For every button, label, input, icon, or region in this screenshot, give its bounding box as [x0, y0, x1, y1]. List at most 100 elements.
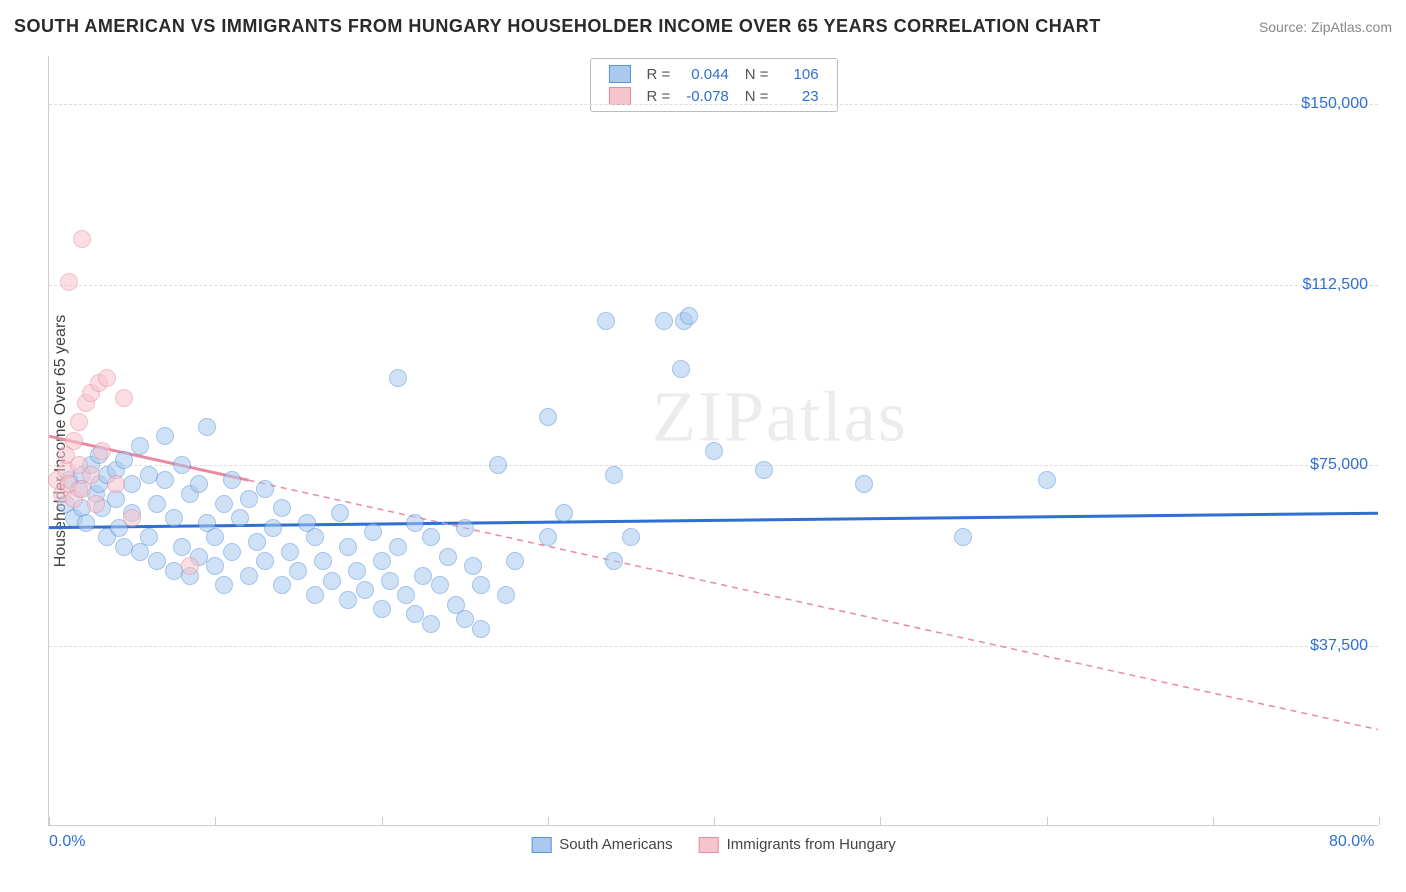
data-point	[314, 552, 332, 570]
data-point	[506, 552, 524, 570]
data-point	[389, 538, 407, 556]
data-point	[156, 471, 174, 489]
data-point	[264, 519, 282, 537]
legend-swatch	[531, 837, 551, 853]
data-point	[93, 442, 111, 460]
data-point	[115, 538, 133, 556]
data-point	[605, 466, 623, 484]
xtick-mark	[215, 817, 216, 825]
data-point	[622, 528, 640, 546]
data-point	[123, 475, 141, 493]
data-point	[356, 581, 374, 599]
data-point	[397, 586, 415, 604]
data-point	[464, 557, 482, 575]
data-point	[65, 432, 83, 450]
ytick-label: $37,500	[1310, 637, 1368, 655]
data-point	[140, 528, 158, 546]
data-point	[306, 586, 324, 604]
data-point	[555, 504, 573, 522]
data-point	[755, 461, 773, 479]
data-point	[198, 418, 216, 436]
data-point	[539, 408, 557, 426]
data-point	[206, 557, 224, 575]
data-point	[855, 475, 873, 493]
data-point	[173, 538, 191, 556]
legend-swatch	[608, 87, 630, 105]
legend-swatch	[699, 837, 719, 853]
data-point	[364, 523, 382, 541]
data-point	[1038, 471, 1056, 489]
data-point	[115, 389, 133, 407]
xtick-label: 0.0%	[49, 833, 85, 851]
data-point	[381, 572, 399, 590]
data-point	[256, 480, 274, 498]
data-point	[223, 543, 241, 561]
data-point	[98, 369, 116, 387]
data-point	[107, 475, 125, 493]
ytick-label: $112,500	[1302, 276, 1368, 294]
data-point	[431, 576, 449, 594]
data-point	[190, 475, 208, 493]
legend-label: Immigrants from Hungary	[727, 836, 896, 853]
chart-title: SOUTH AMERICAN VS IMMIGRANTS FROM HUNGAR…	[14, 16, 1101, 37]
stats-row: R =0.044N =106	[600, 63, 826, 85]
data-point	[289, 562, 307, 580]
legend-item: South Americans	[531, 836, 672, 853]
data-point	[954, 528, 972, 546]
data-point	[165, 562, 183, 580]
xtick-mark	[1379, 817, 1380, 825]
xtick-mark	[714, 817, 715, 825]
xtick-mark	[1047, 817, 1048, 825]
data-point	[422, 528, 440, 546]
data-point	[70, 413, 88, 431]
data-point	[456, 610, 474, 628]
legend-swatch	[608, 65, 630, 83]
data-point	[87, 495, 105, 513]
data-point	[406, 514, 424, 532]
gridline	[49, 465, 1378, 466]
data-point	[240, 567, 258, 585]
legend-item: Immigrants from Hungary	[699, 836, 896, 853]
gridline	[49, 104, 1378, 105]
data-point	[373, 600, 391, 618]
data-point	[597, 312, 615, 330]
data-point	[215, 576, 233, 594]
data-point	[539, 528, 557, 546]
data-point	[680, 307, 698, 325]
data-point	[439, 548, 457, 566]
data-point	[273, 499, 291, 517]
data-point	[173, 456, 191, 474]
data-point	[472, 620, 490, 638]
data-point	[331, 504, 349, 522]
data-point	[422, 615, 440, 633]
data-point	[281, 543, 299, 561]
data-point	[672, 360, 690, 378]
gridline	[49, 646, 1378, 647]
data-point	[248, 533, 266, 551]
data-point	[489, 456, 507, 474]
data-point	[156, 427, 174, 445]
xtick-label: 80.0%	[1329, 833, 1374, 851]
data-point	[406, 605, 424, 623]
legend-label: South Americans	[559, 836, 672, 853]
watermark: ZIPatlas	[652, 376, 908, 459]
data-point	[140, 466, 158, 484]
data-point	[73, 230, 91, 248]
ytick-label: $75,000	[1310, 456, 1368, 474]
data-point	[273, 576, 291, 594]
data-point	[456, 519, 474, 537]
data-point	[655, 312, 673, 330]
plot-area: ZIPatlas Householder Income Over 65 year…	[48, 56, 1378, 826]
data-point	[306, 528, 324, 546]
data-point	[323, 572, 341, 590]
data-point	[256, 552, 274, 570]
data-point	[472, 576, 490, 594]
data-point	[339, 538, 357, 556]
xtick-mark	[382, 817, 383, 825]
xtick-mark	[548, 817, 549, 825]
data-point	[339, 591, 357, 609]
data-point	[131, 437, 149, 455]
data-point	[240, 490, 258, 508]
data-point	[82, 466, 100, 484]
data-point	[148, 495, 166, 513]
